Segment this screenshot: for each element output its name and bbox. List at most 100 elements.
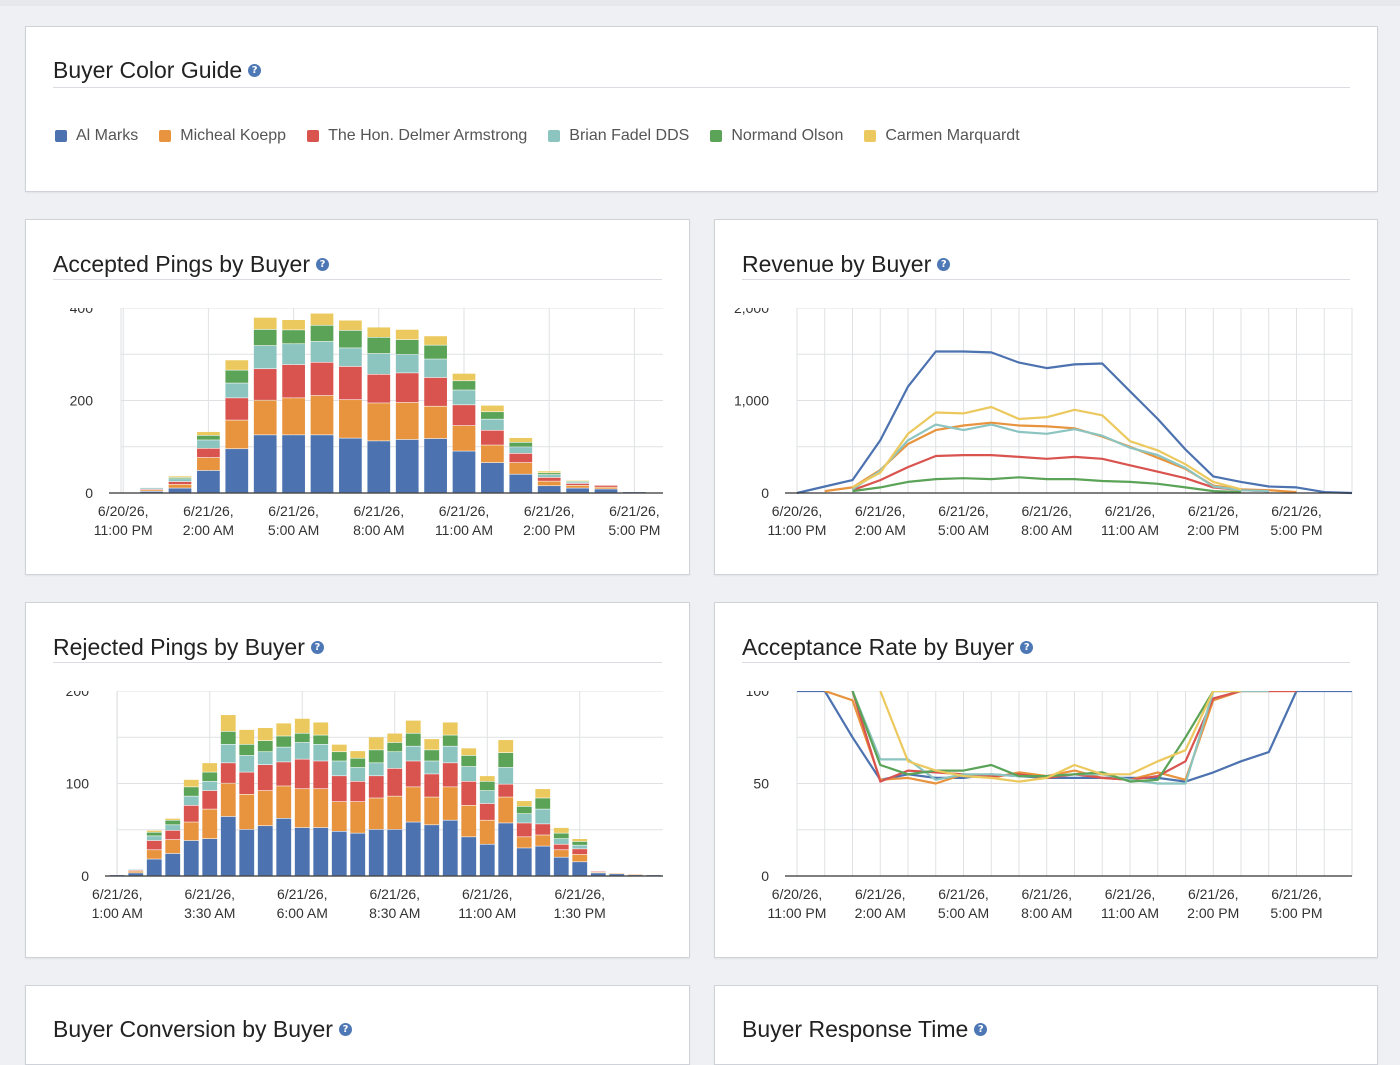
bar-segment <box>221 745 236 763</box>
bar-segment <box>332 832 347 876</box>
legend-item[interactable]: Brian Fadel DDS <box>548 127 689 145</box>
legend-item[interactable]: The Hon. Delmer Armstrong <box>307 127 527 145</box>
bar-segment <box>258 826 273 875</box>
x-tick-label: 6/21/26, <box>1271 503 1322 519</box>
help-icon[interactable]: ? <box>974 1023 987 1036</box>
legend-swatch <box>864 130 876 142</box>
bar-segment <box>276 747 291 761</box>
bar-segment <box>339 400 362 438</box>
x-tick-label: 5:00 AM <box>938 905 989 921</box>
bar-segment <box>254 346 277 369</box>
bar-segment <box>197 458 220 470</box>
bar-segment <box>498 784 513 796</box>
x-tick-label: 8:00 AM <box>1021 905 1072 921</box>
x-tick-label: 2:00 AM <box>183 522 234 538</box>
bar-segment <box>424 439 447 493</box>
bar-segment <box>339 367 362 400</box>
x-tick-label: 11:00 PM <box>768 522 827 538</box>
bar-segment <box>572 855 587 862</box>
buyer-color-guide-card: Buyer Color Guide? Al Marks Micheal Koepp… <box>25 26 1378 192</box>
bar-segment <box>350 802 365 833</box>
legend-item[interactable]: Micheal Koepp <box>159 127 286 145</box>
bar-segment <box>572 842 587 845</box>
bar-segment <box>424 407 447 439</box>
bar-segment <box>165 825 180 830</box>
bar-segment <box>443 763 458 786</box>
bar-segment <box>197 432 220 435</box>
x-tick-label: 6/21/26, <box>938 886 989 902</box>
bar-segment <box>295 789 310 827</box>
bar-segment <box>406 721 421 733</box>
legend-item[interactable]: Carmen Marquardt <box>864 127 1019 145</box>
legend-item[interactable]: Al Marks <box>55 127 138 145</box>
bar-segment <box>461 756 476 767</box>
bar-segment <box>239 745 254 756</box>
help-icon[interactable]: ? <box>339 1023 352 1036</box>
x-tick-label: 6/21/26, <box>1188 503 1239 519</box>
bar-segment <box>480 804 495 820</box>
bar-segment <box>509 438 532 442</box>
bar-segment <box>566 488 589 492</box>
bar-segment <box>538 475 561 477</box>
bar-segment <box>461 806 476 837</box>
bar-segment <box>258 765 273 790</box>
y-tick-label: 200 <box>70 393 94 409</box>
bar-segment <box>225 360 248 370</box>
bar-segment <box>509 454 532 463</box>
bar-segment <box>311 435 334 492</box>
bar-segment <box>554 839 569 844</box>
help-icon[interactable]: ? <box>248 64 261 77</box>
bar-segment <box>339 320 362 330</box>
x-tick-label: 6/21/26, <box>184 886 235 902</box>
bar-segment <box>258 741 273 752</box>
y-tick-label: 0 <box>761 485 769 501</box>
bar-segment <box>332 802 347 831</box>
bar-segment <box>424 345 447 358</box>
legend-swatch <box>710 130 722 142</box>
bar-segment <box>313 735 328 744</box>
x-tick-label: 11:00 PM <box>768 905 827 921</box>
top-edge <box>0 0 1400 6</box>
bar-segment <box>517 837 532 848</box>
bar-segment <box>387 830 402 876</box>
bar-segment <box>197 440 220 448</box>
x-tick-label: 11:00 AM <box>435 522 493 538</box>
buyer-color-guide-title: Buyer Color Guide <box>53 57 242 83</box>
bar-segment <box>517 823 532 836</box>
bar-segment <box>311 396 334 435</box>
bar-segment <box>572 839 587 841</box>
bar-segment <box>332 761 347 775</box>
bar-segment <box>509 475 532 493</box>
x-tick-label: 6/21/26, <box>524 503 575 519</box>
bar-segment <box>369 830 384 876</box>
bar-segment <box>480 791 495 803</box>
bar-segment <box>453 381 476 390</box>
bar-segment <box>258 791 273 826</box>
bar-segment <box>128 871 143 872</box>
card-title: Buyer Conversion by Buyer? <box>53 1016 352 1043</box>
bar-segment <box>184 796 199 805</box>
bar-segment <box>369 750 384 762</box>
bar-segment <box>350 782 365 802</box>
bar-segment <box>254 401 277 435</box>
bar-segment <box>367 354 390 374</box>
bar-segment <box>276 819 291 876</box>
bar-segment <box>453 405 476 425</box>
bar-segment <box>311 314 334 325</box>
bar-segment <box>453 426 476 451</box>
bar-segment <box>295 719 310 733</box>
x-tick-label: 6/21/26, <box>369 886 420 902</box>
bar-segment <box>566 484 589 485</box>
bar-segment <box>254 318 277 329</box>
x-tick-label: 6/21/26, <box>609 503 660 519</box>
legend-label: Carmen Marquardt <box>885 127 1019 145</box>
legend-item[interactable]: Normand Olson <box>710 127 843 145</box>
bar-segment <box>313 745 328 761</box>
bar-segment <box>396 440 419 493</box>
y-tick-label: 0 <box>85 485 93 501</box>
bar-segment <box>538 473 561 474</box>
bar-segment <box>225 370 248 382</box>
bar-segment <box>387 769 402 796</box>
